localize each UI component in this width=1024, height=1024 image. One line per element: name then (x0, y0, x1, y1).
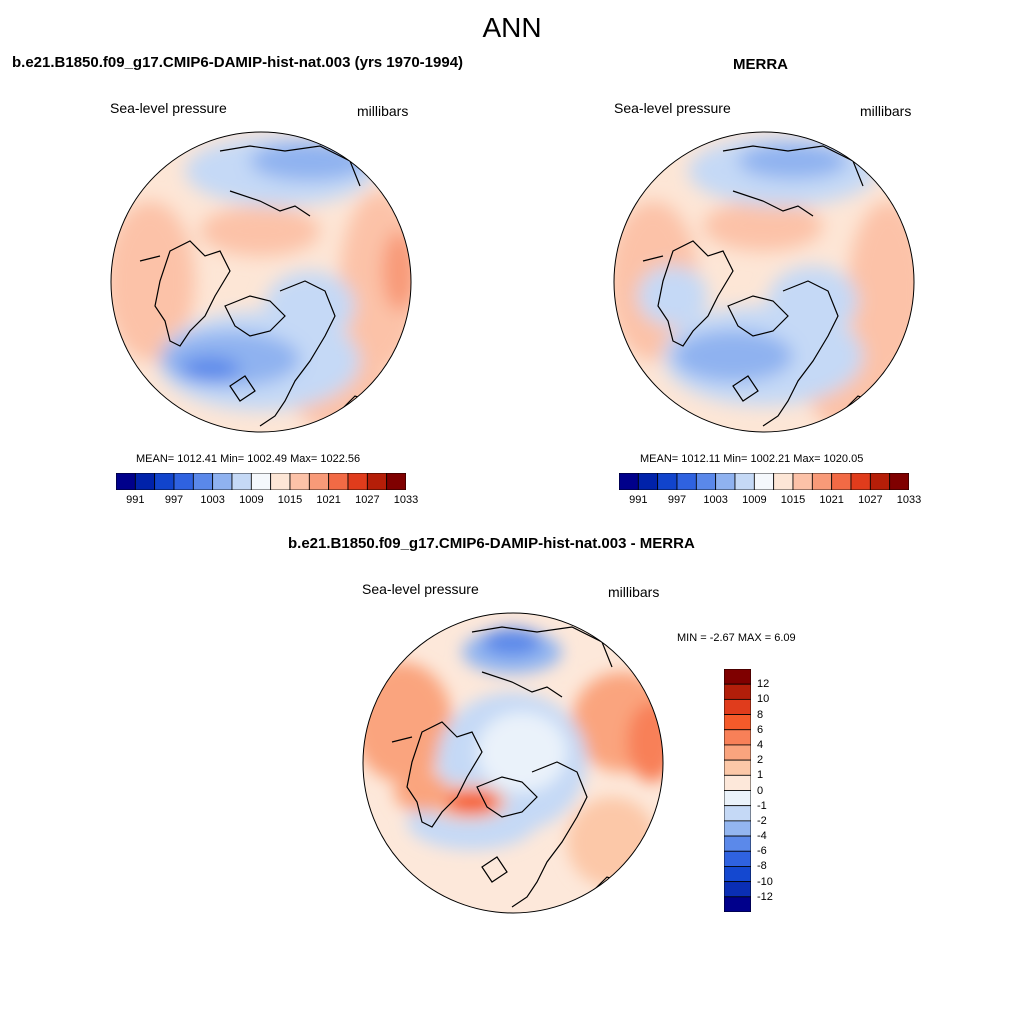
colorbar-tick-label: 997 (667, 494, 687, 506)
colorbar-swatch (619, 473, 639, 490)
colorbar-swatch (116, 473, 136, 490)
colorbar-tick-label: 1033 (393, 494, 419, 506)
colorbar-swatch (889, 473, 909, 490)
colorbar-tick-label: 1033 (896, 494, 922, 506)
colorbar-swatch (831, 473, 852, 490)
colorbar-swatch (250, 473, 272, 490)
obs-colorbar-labels: 991 997 1003 1009 1015 1021 1027 1033 (619, 494, 921, 508)
diff-units-label: millibars (608, 584, 660, 600)
colorbar-swatch (695, 473, 717, 490)
colorbar-tick-label: 4 (757, 738, 764, 751)
colorbar-swatch (386, 473, 406, 490)
colorbar-swatch (366, 473, 388, 490)
model-panel-title: b.e21.B1850.f09_g17.CMIP6-DAMIP-hist-nat… (12, 54, 464, 71)
diff-colorbar-labels: 12 10 8 6 4 2 1 0 -1 -2 -4 -6 -8 -10 -12 (757, 669, 797, 912)
colorbar-swatch (328, 473, 349, 490)
colorbar-swatch (134, 473, 156, 490)
model-stats: MEAN= 1012.41 Min= 1002.49 Max= 1022.56 (136, 453, 361, 465)
colorbar-tick-label: 1015 (780, 494, 806, 506)
colorbar-tick-label: -6 (757, 845, 767, 858)
colorbar-tick-label: 1009 (239, 494, 264, 506)
colorbar-swatch (192, 473, 214, 490)
diff-minmax: MIN = -2.67 MAX = 6.09 (677, 632, 796, 644)
colorbar-swatch (724, 850, 751, 867)
obs-stats: MEAN= 1012.11 Min= 1002.21 Max= 1020.05 (640, 453, 864, 465)
colorbar-swatch (212, 473, 233, 490)
colorbar-tick-label: 12 (757, 678, 770, 691)
colorbar-swatch (724, 669, 751, 685)
colorbar-tick-label: -4 (757, 830, 767, 843)
colorbar-tick-label: 997 (164, 494, 184, 506)
colorbar-tick-label: 1021 (819, 494, 844, 506)
colorbar-swatch (724, 820, 751, 837)
colorbar-swatch (724, 714, 751, 731)
colorbar-swatch (753, 473, 775, 490)
colorbar-swatch (724, 866, 751, 883)
colorbar-tick-label: 2 (757, 754, 764, 767)
colorbar-swatch (724, 698, 751, 715)
colorbar-tick-label: -10 (757, 875, 773, 888)
colorbar-tick-label: 10 (757, 693, 770, 706)
colorbar-tick-label: 1027 (858, 494, 883, 506)
diff-variable-label: Sea-level pressure (362, 581, 479, 597)
figure-title: ANN (482, 12, 542, 43)
model-units-label: millibars (357, 103, 409, 119)
colorbar-tick-label: 991 (126, 494, 145, 506)
colorbar-swatch (724, 881, 751, 898)
colorbar-swatch (724, 729, 751, 746)
colorbar-swatch (869, 473, 891, 490)
colorbar-swatch (773, 473, 794, 490)
colorbar-swatch (231, 473, 252, 490)
colorbar-swatch (308, 473, 330, 490)
colorbar-tick-label: 991 (629, 494, 648, 506)
colorbar-swatch (811, 473, 833, 490)
colorbar-swatch (724, 744, 751, 761)
obs-variable-label: Sea-level pressure (614, 100, 731, 116)
model-colorbar (116, 473, 406, 490)
colorbar-tick-label: 1027 (355, 494, 380, 506)
model-polar-map (110, 131, 412, 433)
colorbar-tick-label: 1003 (200, 494, 225, 506)
colorbar-swatch (173, 473, 194, 490)
colorbar-tick-label: 0 (757, 784, 764, 797)
obs-polar-map (613, 131, 915, 433)
colorbar-swatch (724, 759, 751, 776)
colorbar-swatch (715, 473, 736, 490)
colorbar-swatch (270, 473, 291, 490)
diff-colorbar (724, 669, 751, 912)
colorbar-tick-label: -2 (757, 814, 767, 827)
colorbar-tick-label: 1009 (742, 494, 767, 506)
colorbar-tick-label: 6 (757, 723, 764, 736)
colorbar-tick-label: -8 (757, 860, 767, 873)
colorbar-swatch (850, 473, 871, 490)
colorbar-swatch (724, 805, 751, 822)
diff-polar-map (362, 612, 664, 914)
colorbar-swatch (347, 473, 368, 490)
colorbar-swatch (734, 473, 755, 490)
colorbar-tick-label: 1015 (277, 494, 303, 506)
colorbar-tick-label: 8 (757, 708, 764, 721)
colorbar-swatch (637, 473, 659, 490)
colorbar-swatch (724, 835, 751, 852)
obs-units-label: millibars (860, 103, 912, 119)
colorbar-tick-label: 1003 (703, 494, 728, 506)
colorbar-tick-label: 1 (757, 769, 764, 782)
model-variable-label: Sea-level pressure (110, 100, 227, 116)
colorbar-swatch (792, 473, 813, 490)
colorbar-swatch (154, 473, 175, 490)
colorbar-swatch (724, 683, 751, 700)
obs-colorbar (619, 473, 909, 490)
colorbar-swatch (724, 790, 751, 807)
obs-panel-title: MERRA (733, 56, 788, 73)
colorbar-swatch (289, 473, 310, 490)
model-colorbar-labels: 991 997 1003 1009 1015 1021 1027 1033 (116, 494, 418, 508)
colorbar-swatch (676, 473, 697, 490)
colorbar-swatch (724, 774, 751, 791)
colorbar-tick-label: 1021 (316, 494, 341, 506)
colorbar-tick-label: -1 (757, 799, 767, 812)
colorbar-swatch (657, 473, 678, 490)
diff-panel-title: b.e21.B1850.f09_g17.CMIP6-DAMIP-hist-nat… (288, 535, 695, 552)
colorbar-swatch (724, 896, 751, 912)
colorbar-tick-label: -12 (757, 890, 773, 903)
